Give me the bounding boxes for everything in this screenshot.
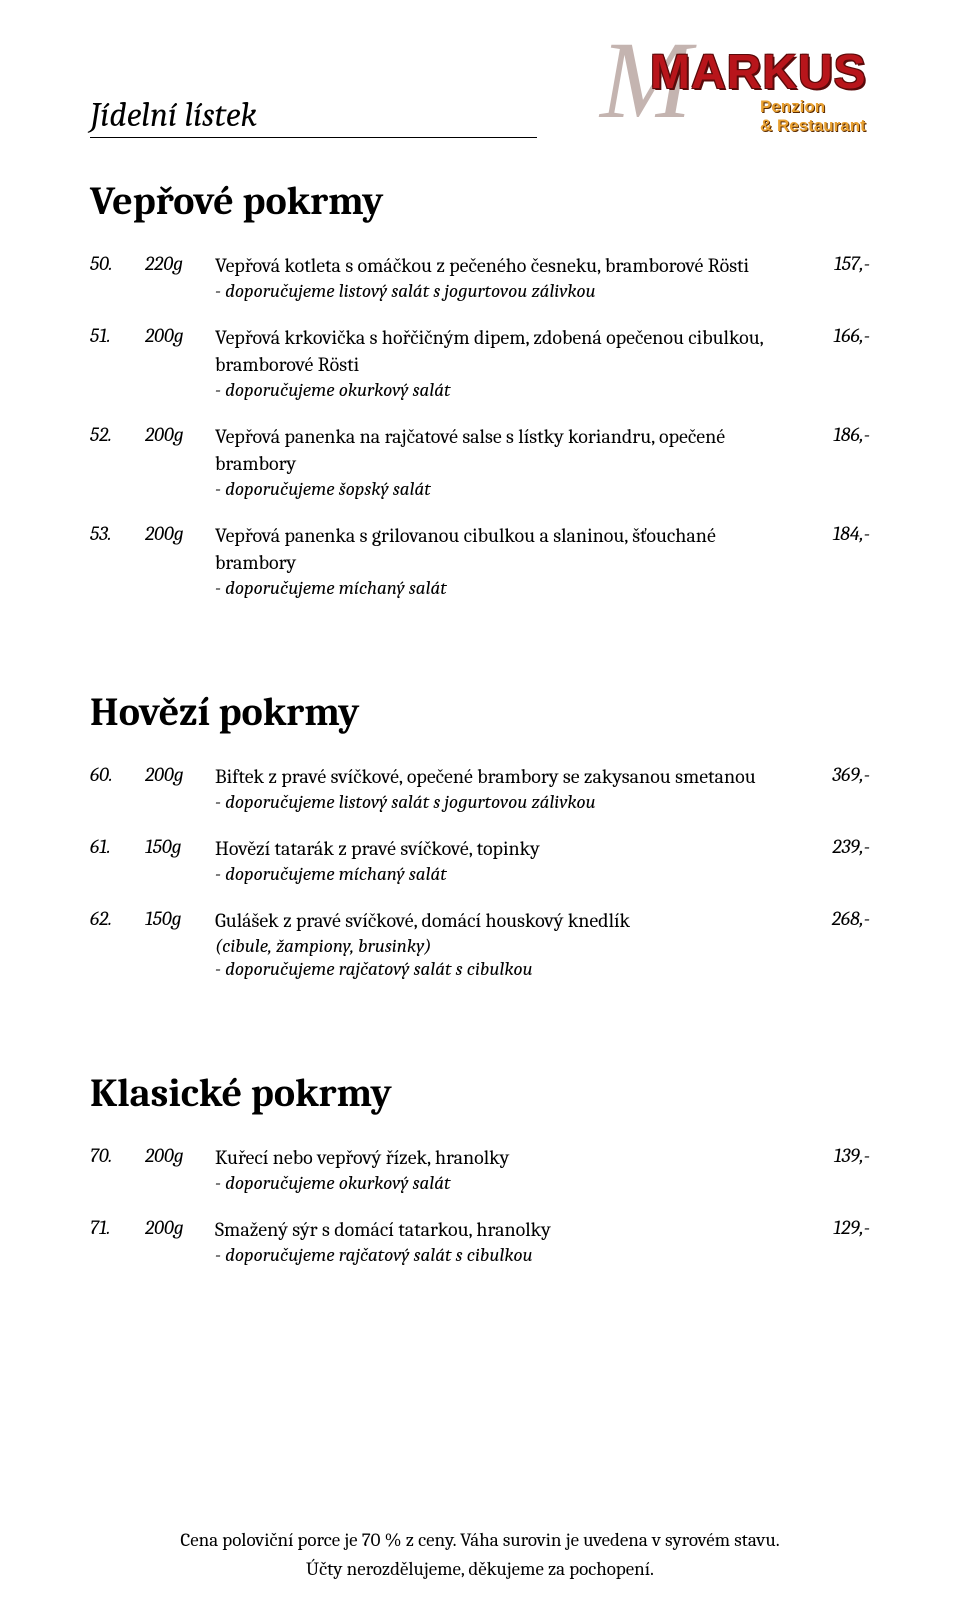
section-title: Hovězí pokrmy bbox=[90, 689, 870, 735]
menu-item: 50.220gVepřová kotleta s omáčkou z pečen… bbox=[90, 252, 870, 302]
item-price: 139,- bbox=[790, 1144, 870, 1167]
item-price: 166,- bbox=[790, 324, 870, 347]
item-weight: 150g bbox=[145, 835, 215, 858]
footer-line-2: Účty nerozdělujeme, děkujeme za pochopen… bbox=[0, 1555, 960, 1584]
section-title: Klasické pokrmy bbox=[90, 1070, 870, 1116]
item-weight: 150g bbox=[145, 907, 215, 930]
section-title: Vepřové pokrmy bbox=[90, 178, 870, 224]
item-number: 50. bbox=[90, 252, 145, 275]
menu-item: 71.200gSmažený sýr s domácí tatarkou, hr… bbox=[90, 1216, 870, 1266]
item-number: 60. bbox=[90, 763, 145, 786]
item-description: Biftek z pravé svíčkové, opečené brambor… bbox=[215, 763, 790, 813]
item-note: - doporučujeme míchaný salát bbox=[215, 863, 770, 885]
menu-item: 60.200gBiftek z pravé svíčkové, opečené … bbox=[90, 763, 870, 813]
item-number: 51. bbox=[90, 324, 145, 347]
menu-item: 51.200gVepřová krkovička s hořčičným dip… bbox=[90, 324, 870, 401]
item-weight: 220g bbox=[145, 252, 215, 275]
item-number: 71. bbox=[90, 1216, 145, 1239]
menu-item: 61.150gHovězí tatarák z pravé svíčkové, … bbox=[90, 835, 870, 885]
item-main-text: Biftek z pravé svíčkové, opečené brambor… bbox=[215, 763, 770, 790]
item-note: - doporučujeme okurkový salát bbox=[215, 1172, 770, 1194]
item-number: 52. bbox=[90, 423, 145, 446]
item-note: - doporučujeme okurkový salát bbox=[215, 379, 770, 401]
item-weight: 200g bbox=[145, 522, 215, 545]
menu-item: 53.200gVepřová panenka s grilovanou cibu… bbox=[90, 522, 870, 599]
item-price: 369,- bbox=[790, 763, 870, 786]
item-note: - doporučujeme míchaný salát bbox=[215, 577, 770, 599]
item-description: Hovězí tatarák z pravé svíčkové, topinky… bbox=[215, 835, 790, 885]
item-price: 239,- bbox=[790, 835, 870, 858]
footer-line-1: Cena poloviční porce je 70 % z ceny. Váh… bbox=[0, 1526, 960, 1555]
logo-sub-text: Penzion & Restaurant bbox=[760, 98, 866, 135]
item-number: 62. bbox=[90, 907, 145, 930]
item-description: Smažený sýr s domácí tatarkou, hranolky-… bbox=[215, 1216, 790, 1266]
item-note: - doporučujeme rajčatový salát s cibulko… bbox=[215, 1244, 770, 1266]
menu-item: 70.200gKuřecí nebo vepřový řízek, hranol… bbox=[90, 1144, 870, 1194]
item-note: (cibule, žampiony, brusinky) bbox=[215, 935, 770, 957]
footer: Cena poloviční porce je 70 % z ceny. Váh… bbox=[0, 1526, 960, 1583]
item-note: - doporučujeme listový salát s jogurtovo… bbox=[215, 791, 770, 813]
item-main-text: Vepřová krkovička s hořčičným dipem, zdo… bbox=[215, 324, 770, 378]
item-main-text: Vepřová panenka s grilovanou cibulkou a … bbox=[215, 522, 770, 576]
item-main-text: Vepřová kotleta s omáčkou z pečeného čes… bbox=[215, 252, 770, 279]
item-price: 184,- bbox=[790, 522, 870, 545]
item-description: Vepřová panenka s grilovanou cibulkou a … bbox=[215, 522, 790, 599]
item-number: 70. bbox=[90, 1144, 145, 1167]
item-description: Vepřová panenka na rajčatové salse s lís… bbox=[215, 423, 790, 500]
item-weight: 200g bbox=[145, 1216, 215, 1239]
page-title: Jídelní lístek bbox=[90, 95, 537, 138]
item-price: 129,- bbox=[790, 1216, 870, 1239]
item-weight: 200g bbox=[145, 1144, 215, 1167]
header: Jídelní lístek M MARKUS Penzion & Restau… bbox=[90, 40, 870, 150]
logo-main-text: MARKUS bbox=[650, 45, 867, 100]
item-number: 53. bbox=[90, 522, 145, 545]
item-description: Vepřová kotleta s omáčkou z pečeného čes… bbox=[215, 252, 790, 302]
item-price: 186,- bbox=[790, 423, 870, 446]
item-weight: 200g bbox=[145, 763, 215, 786]
item-description: Vepřová krkovička s hořčičným dipem, zdo… bbox=[215, 324, 790, 401]
item-price: 157,- bbox=[790, 252, 870, 275]
item-main-text: Kuřecí nebo vepřový řízek, hranolky bbox=[215, 1144, 770, 1171]
item-main-text: Gulášek z pravé svíčkové, domácí houskov… bbox=[215, 907, 770, 934]
item-weight: 200g bbox=[145, 423, 215, 446]
item-description: Kuřecí nebo vepřový řízek, hranolky- dop… bbox=[215, 1144, 790, 1194]
item-note: - doporučujeme listový salát s jogurtovo… bbox=[215, 280, 770, 302]
logo: M MARKUS Penzion & Restaurant bbox=[570, 30, 930, 150]
item-note: - doporučujeme šopský salát bbox=[215, 478, 770, 500]
item-number: 61. bbox=[90, 835, 145, 858]
item-note: - doporučujeme rajčatový salát s cibulko… bbox=[215, 958, 770, 980]
item-main-text: Smažený sýr s domácí tatarkou, hranolky bbox=[215, 1216, 770, 1243]
item-weight: 200g bbox=[145, 324, 215, 347]
menu-item: 62.150gGulášek z pravé svíčkové, domácí … bbox=[90, 907, 870, 980]
item-description: Gulášek z pravé svíčkové, domácí houskov… bbox=[215, 907, 790, 980]
item-price: 268,- bbox=[790, 907, 870, 930]
item-main-text: Hovězí tatarák z pravé svíčkové, topinky bbox=[215, 835, 770, 862]
menu-item: 52.200gVepřová panenka na rajčatové sals… bbox=[90, 423, 870, 500]
item-main-text: Vepřová panenka na rajčatové salse s lís… bbox=[215, 423, 770, 477]
